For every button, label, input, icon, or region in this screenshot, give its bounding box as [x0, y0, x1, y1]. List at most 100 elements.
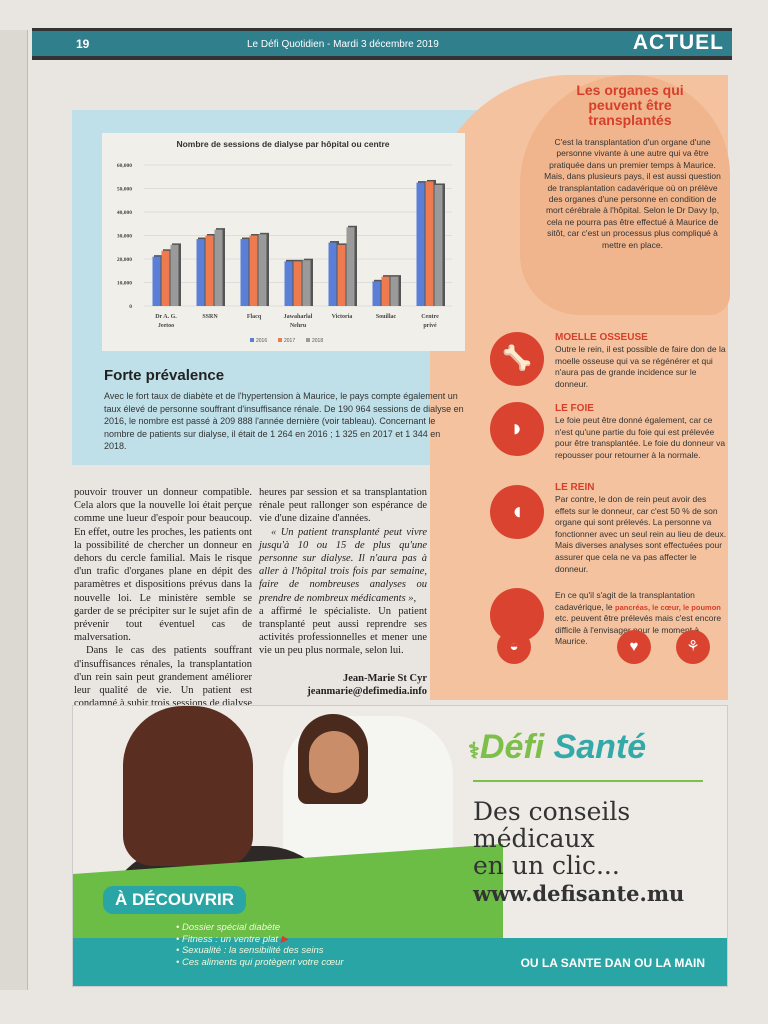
y-tick-label: 60,000 — [117, 163, 132, 169]
dialysis-chart: Nombre de sessions de dialyse par hôpita… — [102, 133, 465, 351]
x-tick-label: Victoria — [332, 314, 353, 320]
paragraph: pouvoir trouver un donneur compatible. C… — [74, 487, 252, 644]
organs-intro: C'est la transplantation d'un organe d'u… — [544, 137, 721, 250]
pancreas-icon: ◒ — [497, 630, 531, 664]
x-tick-label: privé — [423, 323, 437, 329]
page-number: 19 — [76, 37, 90, 51]
head-silhouette — [520, 75, 730, 315]
author-email[interactable]: jeanmarie@defimedia.info — [307, 685, 427, 697]
legend-label: 2017 — [284, 338, 295, 344]
x-tick-label: Jawaharlal — [284, 314, 313, 320]
bar-2017 — [425, 181, 434, 306]
x-tick-label: Flacq — [247, 314, 262, 320]
chart-title: Nombre de sessions de dialyse par hôpita… — [176, 139, 389, 149]
bar-2018 — [258, 234, 267, 306]
bar-2018 — [302, 260, 311, 306]
kidney-icon: ◖ — [490, 485, 544, 539]
legend-label: 2018 — [312, 338, 323, 344]
article-column-2: heures par session et sa transplantation… — [259, 486, 427, 698]
bar-2016 — [372, 281, 381, 306]
lungs-icon: ⚘ — [676, 630, 710, 664]
organ-text: Le foie peut être donné également, car c… — [555, 415, 726, 460]
section-title: ACTUEL — [632, 31, 724, 54]
defi-sante-ad[interactable]: À DÉCOUVRIR • Dossier spécial diabète • … — [72, 705, 728, 987]
ad-url[interactable]: www.defisante.mu — [473, 881, 685, 906]
bar-2018 — [170, 244, 179, 306]
defi-sante-logo: ⚕Défi Santé — [468, 728, 647, 766]
note-highlight: pancréas, le cœur, le poumon — [615, 602, 721, 612]
paragraph: a affirmé le spécialiste. Un patient tra… — [259, 605, 427, 657]
bar-2017 — [337, 244, 346, 306]
y-tick-label: 30,000 — [117, 234, 132, 240]
ad-list: • Dossier spécial diabète • Fitness : un… — [176, 922, 344, 968]
ad-list-item: • Dossier spécial diabète — [176, 922, 281, 933]
doctor-face — [309, 731, 359, 793]
forte-title: Forte prévalence — [104, 367, 225, 384]
paragraph: heures par session et sa transplantation… — [259, 487, 427, 525]
stethoscope-icon: ⚕ — [468, 738, 480, 763]
bar-2016 — [240, 239, 249, 306]
discover-badge: À DÉCOUVRIR — [103, 886, 247, 914]
y-tick-label: 10,000 — [117, 281, 132, 287]
y-tick-label: 40,000 — [117, 210, 132, 216]
bone-icon: 🦴 — [490, 332, 544, 386]
bar-2017 — [381, 276, 390, 306]
patient-hair — [123, 706, 253, 866]
bar-2018 — [434, 184, 443, 306]
teal-band — [73, 938, 727, 986]
pulse-line-icon — [473, 780, 703, 782]
x-tick-label: Jeetoo — [158, 323, 174, 329]
bar-2018 — [214, 229, 223, 306]
ad-slogan: OU LA SANTE DAN OU LA MAIN — [520, 956, 705, 970]
bar-2016 — [152, 256, 161, 306]
x-tick-label: Nehru — [290, 323, 307, 329]
legend-label: 2016 — [256, 338, 267, 344]
bar-2018 — [390, 276, 399, 306]
forte-text: Avec le fort taux de diabète et de l'hyp… — [104, 391, 464, 451]
organ-text: Outre le rein, il est possible de faire … — [555, 344, 726, 389]
legend-swatch — [306, 338, 310, 342]
organ-bone-marrow: MOELLE OSSEUSE Outre le rein, il est poss… — [555, 332, 727, 390]
organ-kidney: LE REIN Par contre, le don de rein peut a… — [555, 482, 727, 575]
bar-2017 — [161, 250, 170, 306]
bar-2017 — [249, 235, 258, 306]
legend-swatch — [278, 338, 282, 342]
organ-text: Par contre, le don de rein peut avoir de… — [555, 494, 727, 574]
legend-swatch — [250, 338, 254, 342]
y-tick-label: 50,000 — [117, 187, 132, 193]
organ-title: LE REIN — [555, 482, 595, 493]
bar-2017 — [205, 235, 214, 306]
page-header: 19 Le Défi Quotidien - Mardi 3 décembre … — [32, 28, 732, 60]
cadaver-note: En ce qu'il s'agit de la transplantation… — [555, 590, 727, 648]
x-tick-label: SSRN — [202, 314, 218, 320]
y-tick-label: 20,000 — [117, 257, 132, 263]
author: Jean-Marie St Cyr — [343, 672, 427, 684]
note-text: etc. peuvent être prélevés mais c'est en… — [555, 613, 722, 647]
organs-title: Les organes qui peuvent être transplanté… — [576, 82, 684, 128]
bar-2016 — [284, 261, 293, 306]
chart-svg: Nombre de sessions de dialyse par hôpita… — [117, 139, 452, 344]
ad-list-item: • Fitness : un ventre plat ▶ — [176, 933, 289, 945]
ad-tagline: Des conseils médicaux en un clic... — [473, 797, 631, 880]
play-icon: ▶ — [280, 933, 289, 945]
bar-2016 — [196, 239, 205, 306]
heart-icon: ♥ — [617, 630, 651, 664]
organ-title: LE FOIE — [555, 403, 594, 414]
organ-title: MOELLE OSSEUSE — [555, 332, 648, 343]
x-tick-label: Centre — [421, 314, 439, 320]
article-column-1: pouvoir trouver un donneur compatible. C… — [74, 486, 252, 724]
publication-date: Le Défi Quotidien - Mardi 3 décembre 201… — [247, 39, 439, 50]
quote: « Un patient transplanté peut vivre jusq… — [259, 526, 427, 604]
bar-2018 — [346, 227, 355, 306]
x-tick-label: Dr A. G. — [155, 314, 177, 320]
ad-list-item: • Sexualité : la sensibilité des seins — [176, 945, 324, 956]
adjacent-page-edge — [0, 30, 28, 990]
y-tick-label: 0 — [129, 304, 132, 310]
organ-liver: LE FOIE Le foie peut être donné également… — [555, 403, 727, 461]
bar-2016 — [328, 242, 337, 306]
liver-icon: ◗ — [490, 402, 544, 456]
note-text: En ce qu'il s'agit de la transplantation… — [555, 590, 695, 612]
bar-2017 — [293, 261, 302, 306]
ad-list-item: • Ces aliments qui protègent votre cœur — [176, 956, 344, 968]
x-tick-label: Souillac — [376, 314, 397, 320]
